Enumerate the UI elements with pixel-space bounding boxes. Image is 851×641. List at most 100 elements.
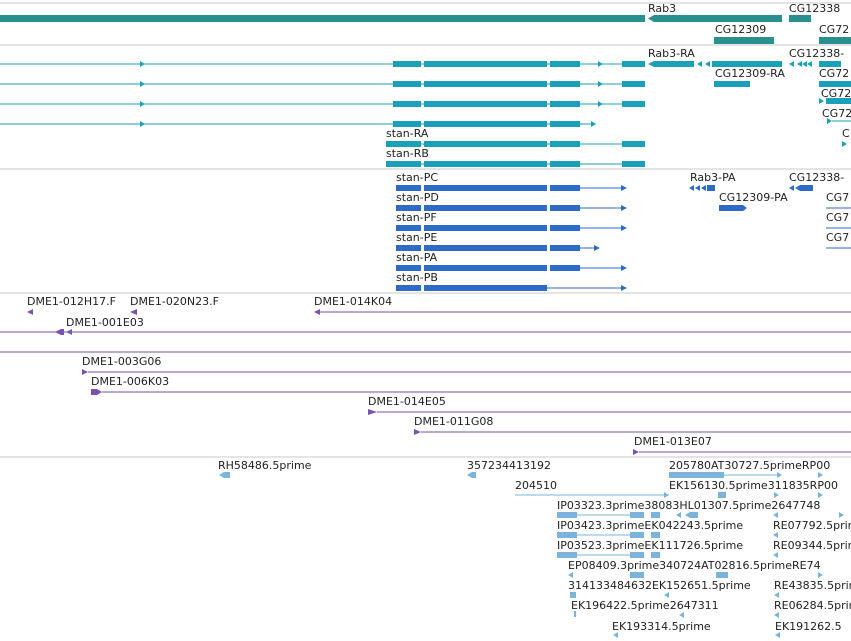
protein-cg12338[interactable] bbox=[789, 185, 813, 191]
est-314133[interactable] bbox=[570, 592, 779, 598]
est-label: RE07792.5prime bbox=[773, 519, 851, 532]
clone-label: DME1-020N23.F bbox=[130, 295, 219, 308]
transcript-cg72-1[interactable] bbox=[819, 81, 851, 87]
protein-cg12309-pa[interactable] bbox=[719, 205, 747, 211]
est-204510[interactable] bbox=[515, 492, 669, 498]
clone-label: DME1-003G06 bbox=[82, 355, 161, 368]
transcript-stan-rb[interactable] bbox=[386, 161, 645, 167]
transcript-label: CG12309-RA bbox=[715, 67, 785, 80]
est-ep08409[interactable] bbox=[568, 572, 823, 578]
transcript-cg72-3[interactable] bbox=[827, 118, 851, 124]
est-label: IP03423.3primeEK042243.5prime bbox=[557, 519, 743, 532]
transcript-label: CG72 bbox=[819, 67, 849, 80]
transcript-label: CG12338- bbox=[789, 47, 844, 60]
transcript-label: stan-RB bbox=[386, 147, 429, 160]
est-label: RE09344.5prime bbox=[773, 539, 851, 552]
protein-label: stan-PB bbox=[396, 271, 438, 284]
est-ek193314[interactable] bbox=[613, 632, 780, 638]
protein-stan-pf[interactable] bbox=[396, 225, 627, 231]
est-ek196422[interactable] bbox=[574, 611, 779, 618]
protein-stan-pe[interactable] bbox=[396, 245, 600, 251]
transcript-stan-row-2[interactable] bbox=[0, 81, 645, 87]
transcript-cg12338[interactable] bbox=[789, 61, 841, 67]
transcript-label: C bbox=[842, 127, 850, 140]
transcript-stan-row-4[interactable] bbox=[0, 121, 596, 127]
gene-cg12338[interactable] bbox=[789, 15, 811, 22]
est-label: EP08409.3prime340724AT02816.5primeRE74 bbox=[568, 559, 821, 572]
est-label: IP03523.3primeEK111726.5prime bbox=[557, 539, 743, 552]
protein-label: Rab3-PA bbox=[690, 171, 736, 184]
gene-cg12309[interactable] bbox=[714, 37, 774, 44]
est-track: RH58486.5prime 357234413192 205780AT3072… bbox=[0, 456, 851, 638]
protein-label: CG12309-PA bbox=[719, 191, 788, 204]
transcript-rab3-ra[interactable] bbox=[648, 61, 782, 67]
transcript-cg12309-ra[interactable] bbox=[714, 81, 750, 87]
protein-label: stan-PE bbox=[396, 231, 437, 244]
transcript-label: stan-RA bbox=[386, 127, 429, 140]
protein-stan-pb[interactable] bbox=[396, 285, 627, 291]
protein-stan-pa[interactable] bbox=[396, 265, 627, 271]
protein-track: stan-PC Rab3-PA CG12338- stan-PD CG12309… bbox=[0, 168, 851, 291]
est-label: RH58486.5prime bbox=[218, 459, 312, 472]
gene-label: CG12309 bbox=[715, 23, 766, 36]
transcript-track: Rab3-RA CG12338- CG12309-RA CG72 CG72 CG… bbox=[0, 44, 851, 167]
clone-dme1-020n23[interactable] bbox=[130, 309, 137, 315]
protein-label: stan-PA bbox=[396, 251, 438, 264]
protein-label: CG12338- bbox=[789, 171, 844, 184]
est-label: 204510 bbox=[515, 479, 557, 492]
est-ip03523[interactable] bbox=[557, 552, 778, 558]
transcript-cg-c[interactable] bbox=[842, 141, 847, 147]
est-label: 357234413192 bbox=[467, 459, 551, 472]
protein-label: stan-PC bbox=[396, 171, 438, 184]
est-label: EK156130.5prime311835RP00 bbox=[669, 479, 838, 492]
gene-label: CG72 bbox=[819, 23, 849, 36]
gene-rab3[interactable] bbox=[648, 15, 782, 22]
protein-label: stan-PD bbox=[396, 191, 439, 204]
est-ip03423[interactable] bbox=[557, 532, 778, 538]
clone-dme1-006k03[interactable] bbox=[91, 389, 851, 395]
est-label: 314133484632EK152651.5prime bbox=[568, 579, 751, 592]
clone-dme1-012h17[interactable] bbox=[27, 309, 33, 315]
transcript-label: CG72 bbox=[821, 87, 851, 100]
clone-label: DME1-014K04 bbox=[314, 295, 392, 308]
protein-label: CG7 bbox=[826, 231, 849, 244]
protein-rab3-pa[interactable] bbox=[689, 185, 715, 191]
est-ip03323[interactable] bbox=[557, 512, 844, 518]
est-label: RE06284.5prime bbox=[774, 599, 851, 612]
clone-dme1-003g06[interactable] bbox=[82, 369, 851, 375]
clone-label: DME1-012H17.F bbox=[27, 295, 116, 308]
protein-label: CG7 bbox=[826, 191, 849, 204]
clone-dme1-014e05[interactable] bbox=[368, 409, 851, 415]
clone-dme1-001e03[interactable] bbox=[0, 329, 851, 335]
protein-stan-pc[interactable] bbox=[396, 185, 627, 191]
clone-dme1-014k04[interactable] bbox=[314, 309, 851, 315]
transcript-stan-ra[interactable] bbox=[386, 141, 645, 147]
gene-cg72[interactable] bbox=[819, 37, 851, 44]
protein-label: stan-PF bbox=[396, 211, 437, 224]
protein-label: CG7 bbox=[826, 211, 849, 224]
est-ek156130[interactable] bbox=[718, 492, 823, 498]
transcript-label: CG72 bbox=[822, 107, 851, 120]
clone-label: DME1-011G08 bbox=[414, 415, 493, 428]
clone-dme1-013e07[interactable] bbox=[633, 449, 851, 455]
est-label: EK196422.5prime2647311 bbox=[571, 599, 719, 612]
protein-stan-pd[interactable] bbox=[396, 205, 627, 211]
clone-track: DME1-012H17.F DME1-020N23.F DME1-014K04 … bbox=[0, 292, 851, 455]
est-label: EK191262.5 bbox=[775, 620, 842, 633]
est-357234[interactable] bbox=[467, 472, 476, 478]
clone-label: DME1-001E03 bbox=[66, 316, 144, 329]
transcript-stan-row-3[interactable] bbox=[0, 101, 645, 107]
est-rh58486[interactable] bbox=[219, 472, 230, 478]
clone-dme1-011g08[interactable] bbox=[414, 429, 851, 435]
est-label: 205780AT30727.5primeRP00 bbox=[669, 459, 830, 472]
est-label: EK193314.5prime bbox=[612, 620, 711, 633]
est-label: RE43835.5prime bbox=[774, 579, 851, 592]
clone-label: DME1-006K03 bbox=[91, 375, 169, 388]
clone-label: DME1-013E07 bbox=[634, 435, 712, 448]
transcript-stan-row-1[interactable] bbox=[0, 61, 645, 67]
est-205780[interactable] bbox=[669, 472, 823, 478]
transcript-cg72-2[interactable] bbox=[819, 98, 851, 104]
est-label: IP03323.3prime38083HL01307.5prime2647748 bbox=[557, 499, 820, 512]
gene-stan[interactable] bbox=[0, 15, 645, 22]
